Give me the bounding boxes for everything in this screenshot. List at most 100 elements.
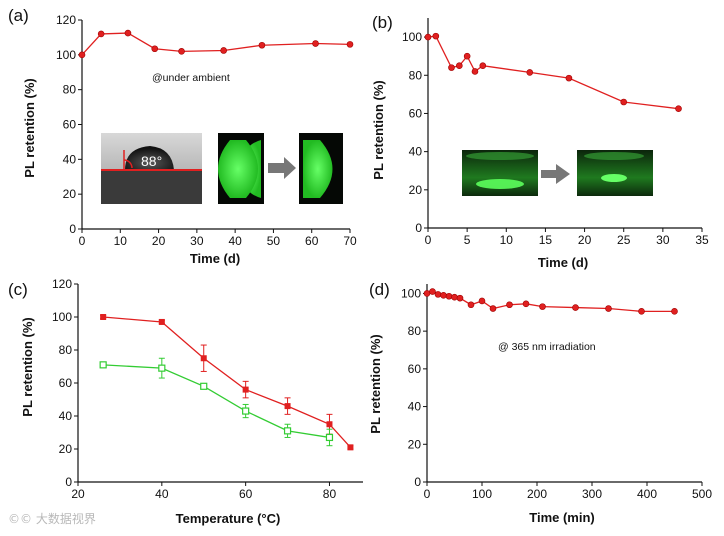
x-tick-label: 200 xyxy=(527,487,547,501)
data-point xyxy=(539,303,546,310)
x-tick-label: 300 xyxy=(582,487,602,501)
x-tick-label: 15 xyxy=(539,233,553,247)
data-point xyxy=(463,52,471,60)
x-tick-label: 20 xyxy=(152,234,166,248)
data-point xyxy=(284,403,291,410)
panel-label-d: (d) xyxy=(369,280,390,299)
panel-label-c: (c) xyxy=(8,280,28,299)
data-point xyxy=(605,305,612,312)
x-axis-label-d: Time (min) xyxy=(529,510,595,525)
x-tick-label: 0 xyxy=(424,487,431,501)
y-tick-label: 40 xyxy=(63,152,77,166)
data-point xyxy=(423,290,431,297)
data-point xyxy=(429,288,436,295)
data-point xyxy=(158,318,165,325)
x-tick-label: 40 xyxy=(155,487,169,501)
annotation-ambient: @under ambient xyxy=(152,72,230,84)
x-axis-label-c: Temperature (°C) xyxy=(176,511,281,526)
data-point xyxy=(620,98,628,106)
x-tick-label: 50 xyxy=(267,234,281,248)
series-line-green xyxy=(103,364,330,439)
data-point xyxy=(200,382,208,390)
data-point xyxy=(451,293,458,301)
data-point xyxy=(200,355,207,362)
y-tick-label: 0 xyxy=(69,222,76,236)
data-point xyxy=(100,314,107,320)
y-axis-label-c: PL retention (%) xyxy=(20,317,35,416)
data-point xyxy=(572,304,579,311)
data-point xyxy=(471,68,479,75)
x-tick-label: 30 xyxy=(656,233,670,247)
y-tick-label: 80 xyxy=(408,324,422,338)
data-point xyxy=(456,62,463,70)
data-point xyxy=(347,444,354,451)
data-point xyxy=(448,64,455,71)
y-tick-label: 60 xyxy=(408,362,422,376)
y-tick-label: 100 xyxy=(52,310,72,324)
data-point xyxy=(346,41,354,48)
y-tick-label: 40 xyxy=(59,409,73,423)
series-line-retention xyxy=(427,35,679,110)
series-line-uv xyxy=(426,290,675,312)
x-tick-label: 10 xyxy=(500,233,514,247)
film-photo-inset xyxy=(218,133,343,204)
data-point xyxy=(242,407,250,415)
data-point xyxy=(440,292,447,299)
x-tick-label: 20 xyxy=(578,233,592,247)
annotation-irradiation: @ 365 nm irradiation xyxy=(498,341,596,353)
panel-b: 0 5 10 15 20 25 30 35 0 20 40 60 80 100 xyxy=(402,18,709,247)
y-tick-label: 40 xyxy=(408,400,422,414)
panel-d: 0 100 200 300 400 500 0 20 40 60 80 100 xyxy=(401,284,712,501)
y-axis-label-b: PL retention (%) xyxy=(371,80,386,179)
contact-angle-inset: 88° xyxy=(101,133,202,204)
y-tick-label: 80 xyxy=(409,68,423,82)
data-point xyxy=(565,74,573,82)
data-point xyxy=(158,364,166,372)
y-tick-label: 0 xyxy=(415,221,422,235)
data-point xyxy=(178,48,185,55)
x-tick-label: 35 xyxy=(695,233,709,247)
y-axis-label-d: PL retention (%) xyxy=(368,334,383,433)
y-tick-label: 100 xyxy=(401,286,421,300)
data-point xyxy=(242,386,249,393)
data-point xyxy=(675,105,682,112)
y-tick-label: 120 xyxy=(52,277,72,291)
data-point xyxy=(78,51,86,59)
series-line-ambient xyxy=(81,32,351,56)
x-tick-label: 25 xyxy=(617,233,631,247)
y-tick-label: 0 xyxy=(414,475,421,489)
data-point xyxy=(258,41,266,49)
watermark: ©© 大数据视界 xyxy=(8,512,96,526)
data-point xyxy=(526,69,534,76)
panel-label-a: (a) xyxy=(8,6,29,25)
x-tick-label: 30 xyxy=(190,234,204,248)
data-point xyxy=(489,305,497,312)
x-tick-label: 10 xyxy=(114,234,128,248)
x-tick-label: 0 xyxy=(425,233,432,247)
y-tick-label: 20 xyxy=(63,187,77,201)
data-point xyxy=(671,308,678,315)
y-tick-label: 20 xyxy=(409,183,423,197)
y-tick-label: 20 xyxy=(408,437,422,451)
y-tick-label: 40 xyxy=(409,145,423,159)
x-tick-label: 5 xyxy=(464,233,471,247)
data-point xyxy=(424,33,432,41)
data-point xyxy=(432,32,440,40)
panel-label-b: (b) xyxy=(372,13,393,32)
x-tick-label: 60 xyxy=(305,234,319,248)
data-point xyxy=(124,29,132,37)
data-point xyxy=(325,433,334,442)
y-tick-label: 120 xyxy=(56,13,76,27)
y-tick-label: 60 xyxy=(63,118,77,132)
y-tick-label: 60 xyxy=(59,376,73,390)
y-tick-label: 100 xyxy=(56,48,76,62)
data-point xyxy=(283,427,292,435)
data-point xyxy=(638,308,645,315)
y-axis-label-a: PL retention (%) xyxy=(22,78,37,177)
x-tick-label: 0 xyxy=(79,234,86,248)
data-point xyxy=(456,294,464,302)
data-point xyxy=(506,301,513,309)
